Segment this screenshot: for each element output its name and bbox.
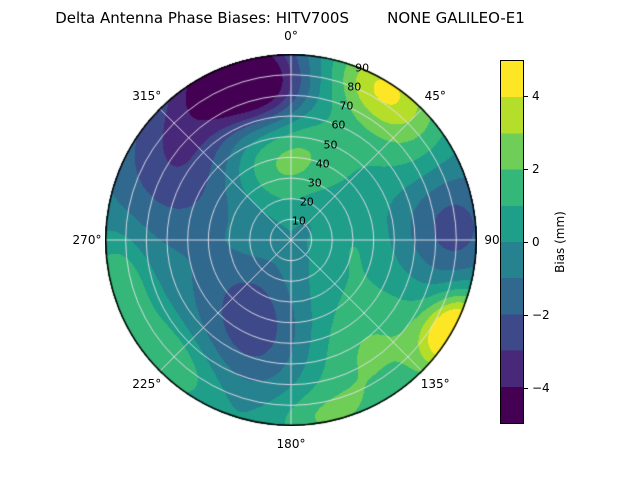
colorbar-label: Bias (mm) [553, 211, 567, 273]
colorbar-tick-mark [524, 314, 528, 316]
colorbar-tick-label: −2 [532, 307, 550, 322]
radial-tick-label: 50 [323, 138, 338, 152]
colorbar-tick-label: 4 [532, 89, 540, 104]
colorbar [500, 60, 524, 424]
radial-tick-label: 60 [331, 118, 346, 132]
azimuth-tick-label: 270° [72, 233, 102, 247]
colorbar-tick-mark [524, 96, 528, 98]
colorbar-tick-label: −4 [532, 380, 550, 395]
colorbar-tick-mark [524, 387, 528, 389]
radial-tick-label: 20 [299, 195, 314, 209]
colorbar-tick-mark [524, 169, 528, 171]
azimuth-tick-label: 180° [276, 437, 306, 451]
colorbar-tick-label: 0 [532, 235, 540, 249]
radial-tick-label: 40 [315, 157, 330, 171]
colorbar-tick-label: 2 [532, 162, 540, 177]
radial-tick-label: 70 [339, 99, 354, 113]
azimuth-tick-label: 315° [132, 88, 162, 103]
polar-plot: 0° 45° 90° 135° 180° 225° 270° 315° 90 80 70 60 50 40… [73, 29, 506, 451]
radial-tick-label: 30 [307, 176, 322, 190]
colorbar-tick-mark [524, 242, 528, 243]
radial-tick-label: 80 [347, 80, 362, 94]
azimuth-tick-label: 225° [132, 377, 162, 392]
radial-tick-label: 90 [355, 61, 370, 75]
polar-contour-canvas [105, 54, 477, 426]
chart-title: Delta Antenna Phase Biases: HITV700S NON… [55, 9, 525, 27]
azimuth-tick-label: 135° [420, 377, 450, 392]
azimuth-tick-label: 0° [284, 29, 298, 43]
azimuth-tick-label: 45° [424, 88, 446, 103]
radial-tick-label: 10 [291, 214, 306, 228]
